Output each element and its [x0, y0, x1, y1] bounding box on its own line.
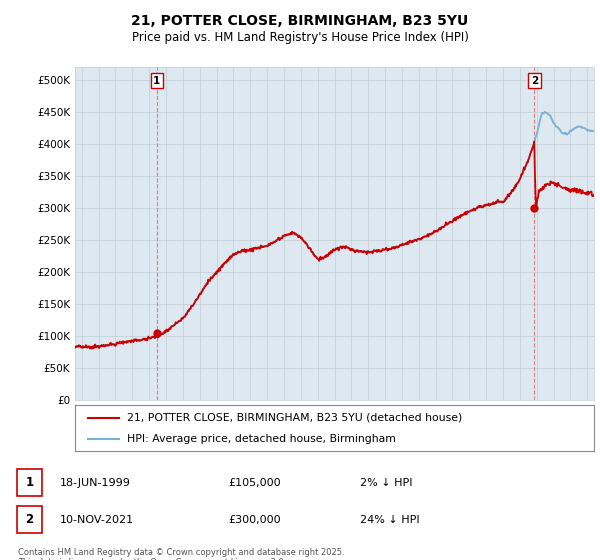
- Text: Contains HM Land Registry data © Crown copyright and database right 2025.
This d: Contains HM Land Registry data © Crown c…: [18, 548, 344, 560]
- Text: 1: 1: [153, 76, 161, 86]
- Text: £300,000: £300,000: [228, 515, 281, 525]
- Text: 21, POTTER CLOSE, BIRMINGHAM, B23 5YU (detached house): 21, POTTER CLOSE, BIRMINGHAM, B23 5YU (d…: [127, 413, 462, 423]
- Text: 2: 2: [25, 513, 34, 526]
- Text: Price paid vs. HM Land Registry's House Price Index (HPI): Price paid vs. HM Land Registry's House …: [131, 31, 469, 44]
- Text: 1: 1: [25, 476, 34, 489]
- Text: 18-JUN-1999: 18-JUN-1999: [60, 478, 131, 488]
- Text: £105,000: £105,000: [228, 478, 281, 488]
- Text: 2: 2: [531, 76, 538, 86]
- Text: HPI: Average price, detached house, Birmingham: HPI: Average price, detached house, Birm…: [127, 435, 396, 444]
- Text: 10-NOV-2021: 10-NOV-2021: [60, 515, 134, 525]
- Text: 2% ↓ HPI: 2% ↓ HPI: [360, 478, 413, 488]
- Text: 21, POTTER CLOSE, BIRMINGHAM, B23 5YU: 21, POTTER CLOSE, BIRMINGHAM, B23 5YU: [131, 14, 469, 28]
- Text: 24% ↓ HPI: 24% ↓ HPI: [360, 515, 419, 525]
